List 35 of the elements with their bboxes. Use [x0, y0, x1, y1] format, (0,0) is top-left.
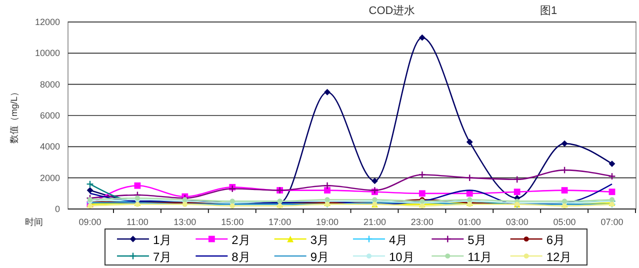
legend-label: 3月	[310, 233, 330, 247]
x-tick-label: 15:00	[221, 217, 244, 227]
x-tick-label: 03:00	[506, 217, 528, 227]
x-tick-label: 13:00	[174, 217, 196, 227]
y-tick-label: 2000	[40, 172, 60, 183]
x-tick-label: 23:00	[410, 217, 434, 227]
x-tick-label: 07:00	[600, 217, 624, 227]
x-axis-title: 时间	[25, 217, 43, 227]
legend-label: 7月	[153, 250, 172, 264]
chart-title: COD进水	[368, 4, 416, 17]
legend-label: 8月	[232, 250, 250, 264]
x-tick-label: 05:00	[553, 217, 576, 227]
legend-label: 2月	[232, 233, 250, 247]
legend-label: 5月	[468, 233, 486, 247]
legend-label: 4月	[389, 233, 408, 247]
x-tick-label: 09:00	[78, 217, 102, 227]
legend-label: 10月	[389, 250, 414, 264]
x-tick-label: 19:00	[316, 217, 339, 227]
y-tick-label: 12000	[34, 17, 60, 27]
legend-label: 12月	[546, 250, 572, 264]
x-tick-label: 21:00	[363, 217, 386, 227]
y-tick-label: 0	[54, 204, 60, 214]
y-tick-label: 4000	[40, 142, 60, 152]
caption: 图1	[540, 5, 558, 17]
legend-label: 6月	[546, 233, 566, 247]
legend-label: 1月	[153, 233, 172, 247]
x-tick-label: 01:00	[458, 217, 481, 227]
y-tick-label: 8000	[40, 79, 60, 90]
y-tick-label: 6000	[40, 110, 60, 120]
y-tick-label: 10000	[34, 48, 60, 58]
x-tick-label: 11:00	[126, 217, 148, 227]
x-tick-label: 17:00	[268, 217, 292, 227]
legend-label: 11月	[468, 250, 492, 264]
legend-label: 9月	[310, 250, 330, 264]
y-axis-title: 数值（mg/L）	[9, 87, 19, 144]
